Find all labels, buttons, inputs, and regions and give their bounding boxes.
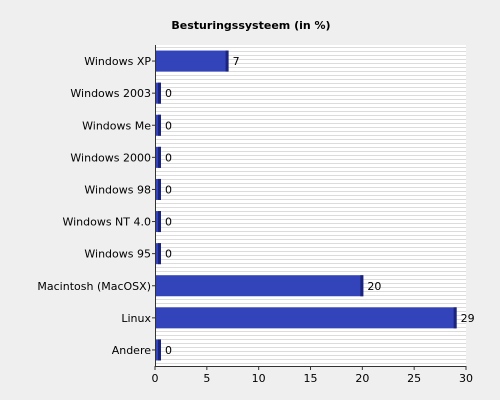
bar-edge (453, 307, 457, 329)
value-label: 0 (165, 183, 172, 196)
category-label: Windows NT 4.0 (62, 216, 151, 229)
category-label: Windows 98 (84, 183, 151, 196)
bar-edge (360, 275, 364, 297)
bar-edge (158, 243, 161, 265)
labels: Windows XP 7 Windows 2003 0 Windows Me 0 Windo… (37, 55, 474, 385)
bar (156, 307, 457, 329)
chart-title: Besturingssysteem (in %) (171, 19, 330, 32)
category-label: Windows XP (84, 55, 151, 68)
axes (152, 45, 467, 370)
value-label: 7 (233, 55, 240, 68)
category-label: Windows Me (82, 119, 151, 132)
bar-edge (158, 114, 161, 136)
bar-edge (158, 82, 161, 104)
bars (156, 50, 457, 361)
bar-edge (158, 178, 161, 200)
x-tick-label: 0 (152, 372, 159, 385)
value-label: 29 (461, 312, 475, 325)
value-label: 0 (165, 344, 172, 357)
category-label: Windows 95 (84, 248, 151, 261)
value-label: 0 (165, 87, 172, 100)
bar-edge (158, 211, 161, 233)
value-label: 0 (165, 248, 172, 261)
x-tick-label: 5 (203, 372, 210, 385)
category-label: Linux (121, 312, 151, 325)
x-tick-label: 10 (252, 372, 266, 385)
category-label: Macintosh (MacOSX) (37, 280, 151, 293)
bar-edge (158, 146, 161, 168)
bar-edge (158, 339, 161, 361)
value-label: 0 (165, 119, 172, 132)
x-tick-label: 25 (407, 372, 421, 385)
bar-edge (225, 50, 229, 72)
category-label: Windows 2000 (70, 151, 151, 164)
x-tick-label: 20 (355, 372, 369, 385)
value-label: 0 (165, 216, 172, 229)
category-label: Windows 2003 (70, 87, 151, 100)
bar (156, 275, 364, 297)
value-label: 0 (165, 151, 172, 164)
x-tick-label: 15 (304, 372, 318, 385)
bar (156, 50, 229, 72)
category-label: Andere (112, 344, 152, 357)
value-label: 20 (367, 280, 381, 293)
x-tick-label: 30 (459, 372, 473, 385)
